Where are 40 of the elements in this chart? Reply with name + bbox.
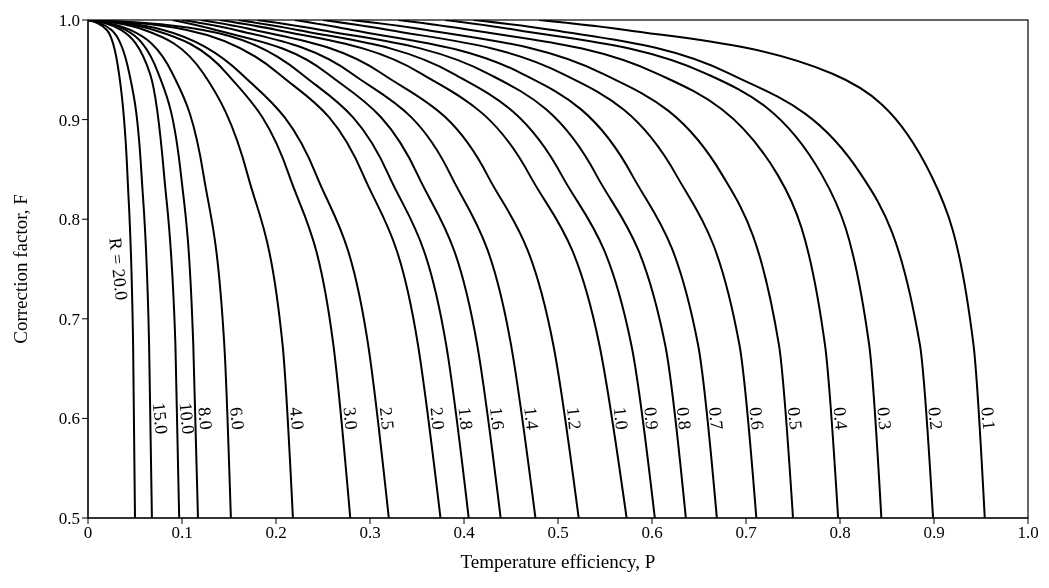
x-tick-label: 0 — [83, 523, 93, 543]
x-tick-label: 0.2 — [265, 523, 287, 543]
x-tick-label: 0.6 — [641, 523, 663, 543]
text: 3.0 — [339, 406, 362, 431]
text: 0.6 — [745, 406, 768, 431]
y-tick-label: 0.5 — [58, 509, 80, 529]
text: 0.3 — [873, 406, 896, 431]
text: 15.0 — [148, 401, 172, 436]
text: 6.0 — [225, 406, 249, 431]
text: 1.2 — [562, 406, 586, 431]
y-tick-label: 0.6 — [58, 409, 80, 429]
text: 0.4 — [829, 406, 852, 431]
text: 0.8 — [672, 406, 696, 431]
y-tick-label: 0.8 — [58, 210, 80, 230]
x-tick-label: 1.0 — [1017, 523, 1039, 543]
text: 2.5 — [375, 406, 399, 431]
text: 1.6 — [486, 406, 509, 431]
y-tick-label: 1.0 — [58, 11, 80, 31]
x-axis-title: Temperature efficiency, P — [460, 551, 656, 572]
text: 1.8 — [454, 406, 477, 431]
text: 0.9 — [640, 406, 663, 431]
x-tick-label: 0.1 — [171, 523, 193, 543]
text: 0.1 — [977, 406, 1000, 431]
y-tick-label: 0.7 — [58, 309, 81, 329]
text: 0.7 — [704, 406, 728, 431]
text: R = 20.0 — [105, 236, 132, 302]
x-tick-label: 0.9 — [923, 523, 945, 543]
text: 0.2 — [924, 406, 947, 431]
x-tick-label: 0.8 — [829, 523, 851, 543]
text: 2.0 — [426, 406, 449, 431]
y-tick-label: 0.9 — [58, 110, 80, 130]
x-tick-label: 0.4 — [453, 523, 476, 543]
text: 1.0 — [609, 406, 633, 431]
y-axis-title: Correction factor, F — [9, 194, 31, 344]
text: 4.0 — [285, 406, 309, 431]
text: 1.4 — [520, 406, 543, 431]
x-tick-label: 0.3 — [359, 523, 381, 543]
x-tick-label: 0.5 — [547, 523, 569, 543]
x-tick-label: 0.7 — [735, 523, 758, 543]
text: 0.5 — [783, 406, 807, 431]
